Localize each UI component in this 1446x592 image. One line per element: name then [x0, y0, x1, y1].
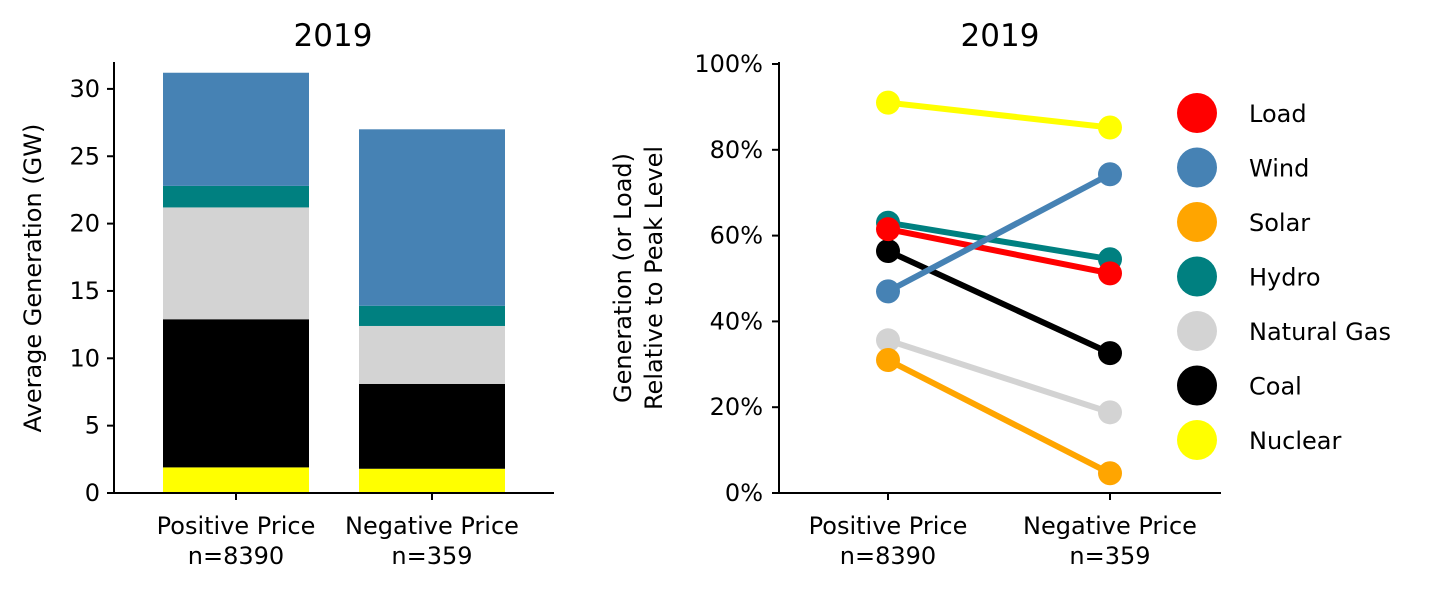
chart2-y-ticks: 0% 20% 40% 60% 80% 100% — [694, 50, 779, 507]
legend-label-natural-gas: Natural Gas — [1249, 318, 1391, 346]
point-coal-positive-price — [876, 239, 900, 264]
bar-coal-negative-price — [359, 383, 505, 469]
chart1-bars — [163, 72, 505, 493]
series-line-coal — [886, 248, 1112, 356]
y-tick-label: 25 — [69, 142, 100, 170]
legend-marker-natural-gas — [1177, 311, 1217, 351]
y-tick-label: 20% — [710, 393, 763, 421]
series-line-nuclear — [887, 99, 1111, 131]
point-solar-negative-price — [1098, 461, 1122, 486]
point-nuclear-negative-price — [1098, 115, 1122, 140]
legend-marker-solar — [1177, 202, 1217, 242]
x-tick-count: n=8390 — [840, 542, 936, 570]
series-line-wind — [886, 171, 1112, 295]
point-load-negative-price — [1098, 261, 1122, 286]
legend-marker-nuclear — [1177, 420, 1217, 460]
y-tick-label: 100% — [694, 50, 763, 78]
legend-label-coal: Coal — [1249, 373, 1302, 401]
series-line-load — [887, 226, 1111, 277]
chart2-y-axis-label-line1: Generation (or Load) — [609, 153, 637, 403]
chart2-y-axis-label-line2: Relative to Peak Level — [640, 146, 668, 410]
bar-natural-gas-negative-price — [359, 325, 505, 384]
point-natural-gas-positive-price — [876, 328, 900, 353]
chart2-series — [876, 90, 1122, 486]
legend-label-hydro: Hydro — [1249, 264, 1321, 292]
series-coal — [876, 239, 1122, 366]
chart2-legend: Load Wind Solar Hydro Natural Gas Coal Nuclear — [1177, 93, 1391, 460]
y-tick-label: 5 — [85, 412, 100, 440]
point-natural-gas-negative-price — [1098, 400, 1122, 425]
series-solar — [876, 348, 1122, 486]
bar-natural-gas-positive-price — [163, 207, 309, 320]
x-tick-count: n=359 — [391, 542, 472, 570]
y-tick-label: 40% — [710, 307, 763, 335]
y-tick-label: 0 — [85, 479, 100, 507]
x-tick-label: Positive Price — [809, 512, 968, 540]
series-line-natural-gas — [887, 337, 1111, 416]
bar-nuclear-positive-price — [163, 467, 309, 493]
series-natural-gas — [876, 328, 1122, 425]
x-tick-count: n=359 — [1069, 542, 1150, 570]
chart2-title: 2019 — [961, 18, 1040, 54]
y-tick-label: 0% — [725, 479, 763, 507]
legend-marker-coal — [1177, 365, 1217, 406]
x-tick-label: Negative Price — [345, 512, 519, 540]
y-tick-label: 15 — [69, 277, 100, 305]
bar-hydro-positive-price — [163, 185, 309, 208]
chart1-title: 2019 — [294, 18, 373, 54]
legend-label-nuclear: Nuclear — [1249, 427, 1342, 455]
series-line-hydro — [887, 219, 1111, 263]
y-tick-label: 20 — [69, 210, 100, 238]
bar-wind-negative-price — [359, 129, 505, 306]
legend-marker-hydro — [1177, 256, 1217, 297]
legend-marker-load — [1177, 93, 1217, 133]
point-wind-negative-price — [1098, 162, 1122, 187]
chart1-y-ticks: 0 5 10 15 20 25 30 — [69, 75, 114, 507]
bar-coal-positive-price — [163, 319, 309, 468]
point-load-positive-price — [876, 217, 900, 242]
slope-chart: 2019 0%20%40%60%80%100% Positive Pricen=… — [609, 18, 1391, 570]
point-nuclear-positive-price — [876, 90, 900, 115]
legend-label-load: Load — [1249, 100, 1307, 128]
bar-hydro-negative-price — [359, 305, 505, 326]
legend-label-solar: Solar — [1249, 209, 1310, 237]
x-tick-label: Negative Price — [1023, 512, 1197, 540]
x-tick-label: Positive Price — [157, 512, 316, 540]
y-tick-label: 80% — [710, 136, 763, 164]
point-wind-positive-price — [876, 279, 900, 304]
x-tick-count: n=8390 — [188, 542, 284, 570]
y-tick-label: 60% — [710, 222, 763, 250]
series-nuclear — [876, 90, 1122, 140]
bar-nuclear-negative-price — [359, 468, 505, 493]
y-tick-label: 30 — [69, 75, 100, 103]
point-coal-negative-price — [1098, 341, 1122, 366]
series-line-solar — [886, 357, 1112, 476]
legend-marker-wind — [1177, 147, 1217, 188]
series-wind — [876, 162, 1122, 304]
legend-label-wind: Wind — [1249, 155, 1309, 183]
chart1-y-axis-label: Average Generation (GW) — [19, 124, 47, 433]
point-solar-positive-price — [876, 348, 900, 373]
bar-wind-positive-price — [163, 72, 309, 186]
series-load — [876, 217, 1122, 286]
y-tick-label: 10 — [69, 344, 100, 372]
